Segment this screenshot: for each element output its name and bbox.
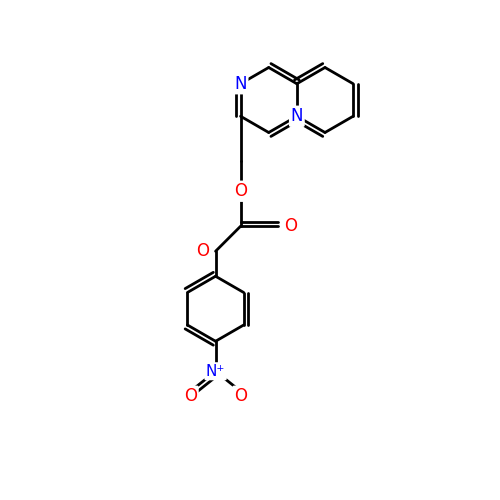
Text: O: O <box>196 242 209 260</box>
Text: N: N <box>290 108 303 126</box>
Text: O: O <box>234 182 247 200</box>
Text: O: O <box>284 218 297 236</box>
Text: O: O <box>234 388 247 406</box>
Text: O: O <box>184 388 197 406</box>
Text: N: N <box>234 75 247 93</box>
Text: N⁺: N⁺ <box>206 364 226 379</box>
